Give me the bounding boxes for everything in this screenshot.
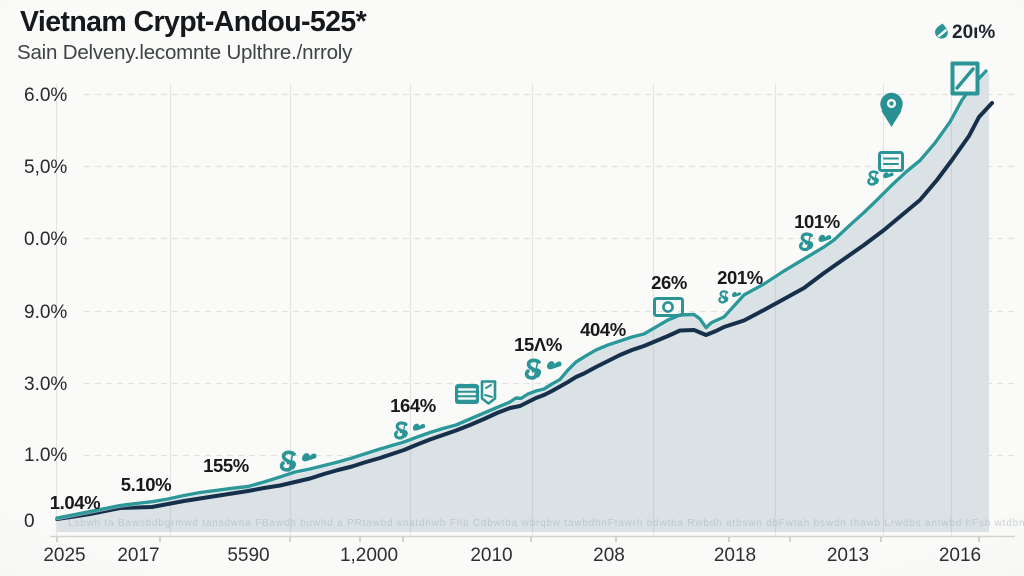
- svg-text:6.0%: 6.0%: [24, 85, 67, 106]
- svg-text:1.0%: 1.0%: [24, 445, 67, 466]
- svg-text:5.10%: 5.10%: [121, 474, 171, 495]
- svg-text:Lsbwh ta Bawsbdbgrmwd tansdwna: Lsbwh ta Bawsbdbgrmwd tansdwna FBawdh bu…: [68, 518, 1024, 529]
- svg-text:Vietnam Crypt-Andou-525*: Vietnam Crypt-Andou-525*: [20, 6, 368, 38]
- svg-text:404%: 404%: [580, 319, 626, 340]
- svg-text:1,2000: 1,2000: [340, 545, 398, 566]
- svg-text:15Λ%: 15Λ%: [514, 334, 562, 355]
- svg-text:2016: 2016: [939, 545, 981, 566]
- svg-text:5590: 5590: [227, 545, 269, 566]
- svg-text:2018: 2018: [714, 545, 756, 566]
- svg-text:2010: 2010: [470, 545, 512, 566]
- svg-text:2017: 2017: [117, 545, 159, 566]
- svg-text:0.0%: 0.0%: [24, 229, 67, 250]
- svg-text:20ı%: 20ı%: [952, 22, 995, 43]
- svg-text:0: 0: [24, 511, 35, 532]
- svg-text:26%: 26%: [651, 272, 687, 293]
- svg-text:3.0%: 3.0%: [24, 374, 67, 395]
- svg-text:2025: 2025: [43, 545, 85, 566]
- svg-text:101%: 101%: [794, 211, 840, 232]
- svg-text:5,0%: 5,0%: [24, 157, 67, 178]
- svg-text:1.04%: 1.04%: [50, 492, 100, 513]
- svg-text:9.0%: 9.0%: [24, 302, 67, 323]
- svg-text:155%: 155%: [203, 455, 249, 476]
- svg-text:164%: 164%: [390, 395, 436, 416]
- svg-text:208: 208: [593, 545, 625, 566]
- svg-text:Sain Delveny.lecomnte Uplthre.: Sain Delveny.lecomnte Uplthre./nrroly: [17, 41, 353, 64]
- svg-text:2013: 2013: [827, 545, 869, 566]
- svg-text:201%: 201%: [717, 267, 763, 288]
